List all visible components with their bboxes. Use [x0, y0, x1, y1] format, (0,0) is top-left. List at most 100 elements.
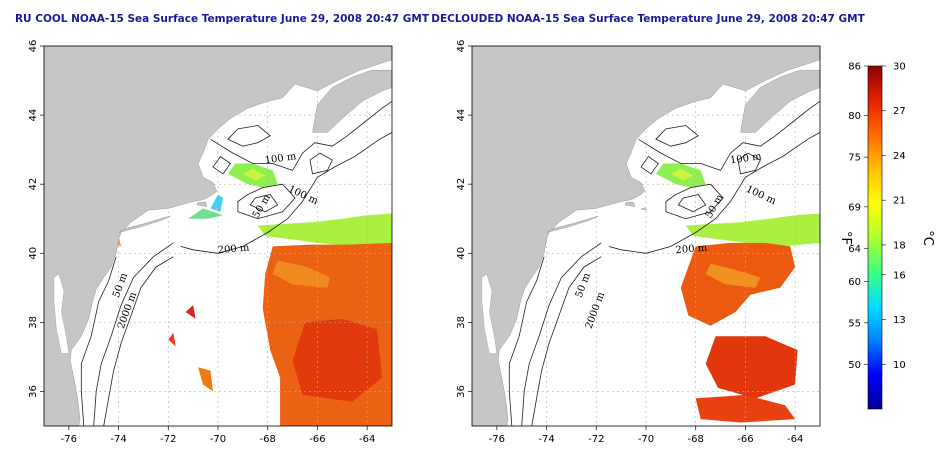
- isobath: [638, 100, 821, 171]
- isobath: [249, 194, 279, 213]
- isobath: [665, 183, 724, 220]
- celsius-tick-label: 27: [893, 106, 906, 117]
- lon-tick-label: -70: [210, 434, 226, 445]
- isobath: [508, 256, 545, 427]
- right-panel-title: DECLOUDED NOAA-15 Sea Surface Temperatur…: [431, 13, 865, 25]
- lon-tick-label: -66: [737, 434, 753, 445]
- island: [196, 201, 208, 207]
- celsius-tick-label: 10: [893, 360, 906, 371]
- isobath: [93, 242, 174, 427]
- celsius-unit-label: °C: [920, 230, 935, 246]
- bay: [53, 273, 70, 354]
- lat-tick-label: 46: [456, 40, 467, 53]
- long-island: [546, 215, 599, 233]
- left-panel: RU COOL NOAA-15 Sea Surface Temperature …: [15, 13, 430, 445]
- isobath: [677, 194, 707, 213]
- lon-tick-label: -68: [260, 434, 276, 445]
- fahrenheit-tick-label: 55: [848, 318, 861, 329]
- bay: [481, 273, 498, 354]
- sst-patch: [257, 213, 392, 247]
- fahrenheit-tick-label: 75: [848, 153, 861, 164]
- sst-patch: [242, 168, 266, 181]
- right-axes: -76 -74 -72 -70 -68 -66 -64 36 38 40 42 44 46: [456, 40, 803, 445]
- sst-patch: [188, 208, 223, 219]
- long-island: [118, 215, 171, 233]
- fahrenheit-tick-label: 64: [848, 244, 861, 255]
- lon-tick-label: -70: [638, 434, 654, 445]
- lat-tick-label: 36: [28, 385, 39, 398]
- lon-tick-label: -76: [61, 434, 77, 445]
- fahrenheit-tick-label: 50: [848, 360, 861, 371]
- lat-tick-label: 38: [456, 316, 467, 329]
- lat-tick-label: 46: [28, 40, 39, 53]
- isobath: [227, 125, 271, 147]
- celsius-tick-label: 13: [893, 315, 906, 326]
- isobath: [531, 256, 602, 427]
- isobath: [640, 155, 659, 175]
- isobath: [655, 125, 699, 147]
- fahrenheit-tick-label: 69: [848, 202, 861, 213]
- colorbar-ramp: [867, 65, 883, 410]
- sst-patch: [695, 394, 796, 423]
- isobath: [80, 256, 117, 427]
- land-mass: [471, 45, 821, 427]
- land-mass: [43, 45, 393, 427]
- island: [624, 201, 636, 207]
- isobath: [210, 100, 393, 171]
- lat-tick-label: 44: [28, 109, 39, 122]
- sst-patch: [185, 305, 196, 319]
- celsius-tick-label: 21: [893, 196, 906, 207]
- contour-label: 200 m: [675, 243, 708, 257]
- isobath: [309, 152, 333, 175]
- island: [640, 207, 648, 211]
- lon-tick-label: -68: [688, 434, 704, 445]
- lat-tick-label: 36: [456, 385, 467, 398]
- sst-patch: [198, 367, 213, 392]
- isobath: [180, 132, 393, 254]
- celsius-tick-label: 30: [893, 62, 906, 73]
- sst-patch: [670, 168, 694, 181]
- sst-patch: [272, 260, 330, 288]
- fahrenheit-tick-label: 60: [848, 277, 861, 288]
- lon-tick-label: -66: [309, 434, 325, 445]
- isobath: [237, 183, 296, 220]
- isobath: [103, 256, 174, 427]
- celsius-tick-label: 24: [893, 151, 906, 162]
- fahrenheit-unit-label: °F: [838, 231, 853, 245]
- lat-tick-label: 40: [28, 247, 39, 260]
- sst-patch: [210, 194, 223, 212]
- left-panel-title: RU COOL NOAA-15 Sea Surface Temperature …: [15, 13, 430, 25]
- isobath: [521, 242, 602, 427]
- colorbar-ticks: 30 27 24 21 18 16 13 10 86 80 75 69 64 60 55 50: [848, 62, 905, 371]
- lon-tick-label: -64: [359, 434, 375, 445]
- lat-tick-label: 38: [28, 316, 39, 329]
- isobath: [212, 155, 231, 175]
- sst-patch: [705, 263, 761, 288]
- lon-tick-label: -74: [538, 434, 554, 445]
- fahrenheit-tick-label: 80: [848, 111, 861, 122]
- celsius-tick-label: 18: [893, 240, 906, 251]
- lon-tick-label: -74: [110, 434, 126, 445]
- isobath: [737, 152, 761, 175]
- left-axes: -76 -74 -72 -70 -68 -66 -64 36 38 40 42 44 46: [28, 40, 375, 445]
- contour-label: 100 m: [264, 151, 297, 166]
- sst-patch: [292, 318, 383, 402]
- sst-patch: [685, 213, 820, 247]
- lon-tick-label: -72: [588, 434, 604, 445]
- fahrenheit-tick-label: 86: [848, 62, 861, 73]
- lat-tick-label: 42: [456, 178, 467, 191]
- sst-patch: [168, 332, 176, 347]
- lat-tick-label: 40: [456, 247, 467, 260]
- island: [212, 207, 220, 211]
- sst-patch: [705, 336, 798, 399]
- lon-tick-label: -72: [160, 434, 176, 445]
- contour-label: 200 m: [217, 243, 250, 257]
- contour-label: 100 m: [729, 151, 762, 166]
- right-panel: DECLOUDED NOAA-15 Sea Surface Temperatur…: [431, 13, 865, 445]
- celsius-tick-label: 16: [893, 270, 906, 281]
- lon-tick-label: -76: [489, 434, 505, 445]
